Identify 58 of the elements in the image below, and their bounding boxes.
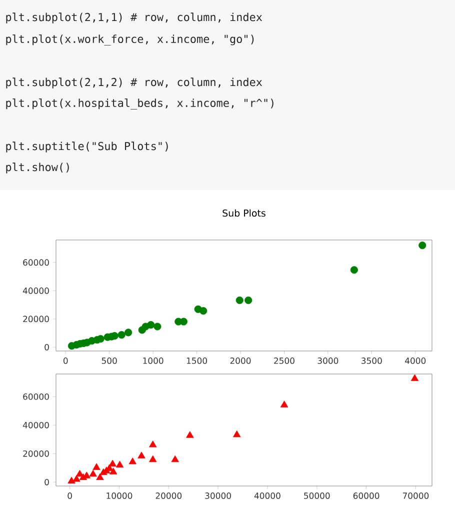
x-tick-label: 70000 — [402, 492, 429, 499]
point — [108, 460, 116, 466]
text: plt.suptitle("Sub Plots") — [6, 142, 168, 152]
y-tick-label: 0 — [44, 344, 49, 350]
y-tick-label: 40000 — [22, 287, 49, 294]
x-tick-label: 4000 — [405, 358, 426, 364]
y-tick-label: 0 — [44, 478, 49, 486]
x-tick-label: 40000 — [254, 492, 280, 499]
x-tick-label: 2000 — [230, 358, 251, 364]
point — [200, 307, 208, 315]
point — [233, 430, 241, 438]
x-tick-label: 30000 — [205, 492, 231, 499]
point — [124, 328, 132, 336]
x-tick-label: 0 — [63, 358, 68, 364]
point — [280, 400, 288, 408]
point — [116, 460, 124, 468]
point — [149, 455, 157, 462]
point — [244, 296, 252, 304]
x-tick-label: 20000 — [156, 492, 182, 499]
point — [171, 455, 179, 462]
point — [118, 331, 126, 339]
y-tick-label: 20000 — [23, 316, 49, 322]
point — [96, 473, 104, 480]
x-tick-label: 60000 — [353, 492, 380, 499]
point — [68, 476, 76, 484]
text: plt.subplot(2,1,1) # row, column, index — [6, 12, 262, 24]
text: plt.show() — [6, 162, 69, 174]
x-tick-label: 1500 — [186, 358, 207, 364]
text: plt.plot(x.hospital_beds, x.income, "r^") — [6, 98, 274, 110]
x-tick-label: 500 — [102, 358, 117, 364]
x-tick-label: 10000 — [106, 492, 132, 499]
point — [68, 342, 76, 350]
y-tick-label: 60000 — [23, 259, 49, 266]
point — [350, 266, 358, 274]
point — [418, 242, 426, 250]
y-tick-label: 40000 — [22, 422, 49, 428]
point — [410, 374, 419, 381]
y-tick-label: 20000 — [23, 450, 49, 457]
x-tick-label: 1000 — [143, 358, 164, 364]
x-tick-label: 3500 — [362, 358, 382, 364]
point — [89, 470, 97, 477]
point — [138, 326, 146, 334]
point — [92, 463, 100, 470]
point — [186, 431, 194, 438]
point — [236, 296, 244, 304]
x-tick-label: 50000 — [304, 492, 330, 499]
point — [138, 452, 146, 458]
point — [154, 322, 162, 330]
point — [149, 440, 157, 448]
x-tick-label: 2500 — [274, 358, 294, 364]
chart-title: Sub Plots — [222, 209, 266, 217]
x-tick-label: 3000 — [318, 358, 338, 364]
point — [128, 458, 136, 464]
y-tick-label: 60000 — [23, 393, 49, 400]
point — [109, 468, 118, 474]
text: plt.plot(x.work_force, x.income, "go") — [6, 34, 254, 46]
x-tick-label: 0 — [68, 492, 72, 499]
text: plt.subplot(2,1,2) # row, column, index — [6, 78, 262, 88]
